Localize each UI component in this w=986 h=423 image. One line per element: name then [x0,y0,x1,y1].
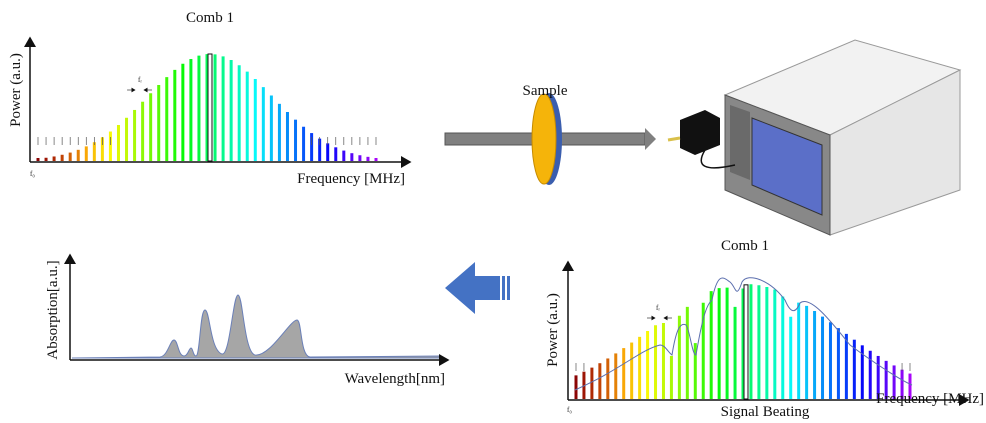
y-label: Absorption[a.u.] [45,260,61,359]
y-label: Power (a.u.) [8,53,24,127]
sample-label: Sample [523,83,568,99]
f0-label: f₀ [567,406,572,414]
absorption-curve [71,294,441,359]
fr-label: fᵣ [138,76,142,84]
comb-title: Comb 1 [721,238,769,254]
fr-label: fᵣ [656,304,660,312]
x-label: Wavelength[nm] [345,371,445,387]
instrument [667,39,962,236]
beam-head [645,128,656,150]
sample-disk [531,93,557,185]
x-label: Frequency [MHz] [297,171,405,187]
y-label: Power (a.u.) [545,293,561,367]
envelope [574,277,913,391]
comb-line [207,53,213,162]
comb-line [743,284,749,400]
comb-bottom-bars [574,284,912,400]
f0-label: f₀ [30,170,35,178]
comb-top-bars [36,53,378,162]
return-arrow [445,262,510,314]
x-label: Frequency [MHz] [876,391,984,407]
caption: Signal Beating [721,404,810,420]
comb-title: Comb 1 [186,10,234,26]
